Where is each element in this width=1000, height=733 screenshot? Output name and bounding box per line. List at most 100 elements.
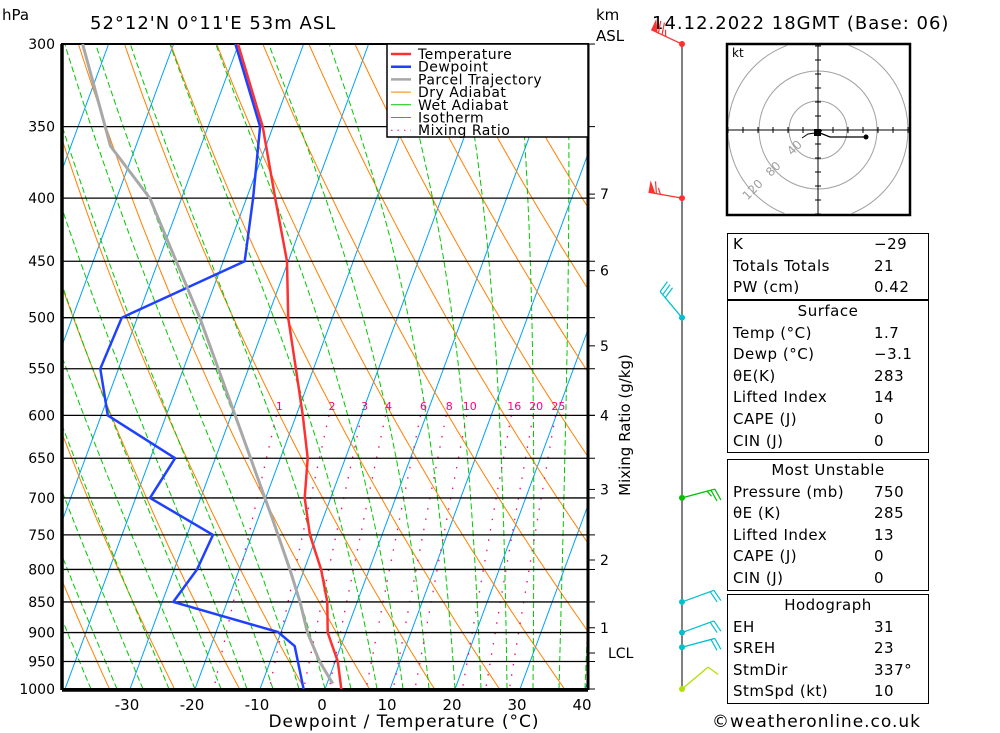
index-value: 1.7 [874,323,900,342]
wind-barb-pennant [651,18,658,33]
indices-box: K −29 Totals Totals 21 PW (cm) 0.42 [727,233,929,300]
surface-title: Surface [797,302,859,320]
dry-adiabat-line [62,579,110,689]
index-label: Lifted Index [733,388,828,407]
temperature-tick-label: 40 [572,696,591,714]
dewpoint-line [99,44,305,689]
wind-barb-staff [681,637,716,648]
legend-label: Temperature [417,47,512,63]
tt-value: 21 [874,256,895,275]
mixing-ratio-label: 20 [529,400,543,413]
temperature-tick-label: -20 [180,696,205,714]
wind-barb-flag [713,589,722,601]
mixing-ratio-label: 1 [276,400,283,413]
temperature-tick-label: 20 [442,696,461,714]
wet-adiabat-line [62,489,144,689]
dry-adiabat-line [124,44,435,689]
wind-barb-flag [659,281,668,292]
hodograph-storm-vector [819,132,866,138]
index-row: CAPE (J) 0 [728,409,928,431]
index-label: Lifted Index [733,525,828,544]
km-tick-label: 3 [600,482,609,498]
pressure-tick-label: 650 [28,451,55,467]
pressure-tick-label: 950 [28,655,55,671]
wind-level-dot [679,494,685,501]
isotherm-line [259,44,500,689]
wind-barb-flag [664,287,674,299]
index-row: Lifted Index 14 [728,387,928,409]
pressure-tick-label: 500 [28,311,55,327]
k-value: −29 [874,235,908,253]
isotherm-line [62,44,175,348]
index-row: Pressure (mb) 750 [728,482,928,504]
pressure-tick-label: 1000 [19,682,55,698]
index-value: 0 [874,568,885,587]
wind-level-dot [679,644,685,651]
wind-barb-flag [710,489,718,502]
wind-barb-flag [714,488,722,501]
wind-barb-flag [654,181,657,194]
index-value: 0 [874,547,885,566]
index-value: 285 [874,504,905,523]
wind-level-dot [679,598,685,605]
temperature-tick-label: -10 [245,696,270,714]
k-label: K [733,235,744,253]
index-row: EH 31 [728,617,928,639]
mixing-ratio-line [268,415,330,689]
index-row: θE(K) 283 [728,366,928,388]
pressure-tick-label: 850 [28,595,55,611]
index-value: 10 [874,682,895,701]
wet-adiabat-line [393,44,482,689]
tt-label: Totals Totals [733,256,830,275]
mixing-ratio-line [485,415,534,689]
pressure-unit-label: hPa [2,6,29,24]
isotherm-line [454,328,588,689]
temperature-tick-label: -30 [115,696,140,714]
wind-barb-staff [681,666,709,690]
credit: ©weatheronline.co.uk [712,712,921,732]
wind-barb-flag [707,666,719,675]
mixing-ratio-line [392,415,447,689]
index-label: Pressure (mb) [733,482,845,501]
index-value: 14 [874,388,895,407]
pressure-tick-label: 800 [28,562,55,578]
dry-adiabat-line [954,44,1000,689]
index-row: Lifted Index 13 [728,525,928,547]
wind-barb-flag [714,638,722,650]
wind-barb-pennant [648,180,656,194]
most-unstable-box: Most Unstable Pressure (mb) 750 θE (K) 285 Li… [727,459,929,591]
km-tick-label: 7 [600,187,609,203]
wind-barb-staff [681,488,716,499]
isotherm-line [129,44,370,689]
datetime-title: 14.12.2022 18GMT (Base: 06) [652,13,949,34]
legend-label: Dewpoint [418,60,489,76]
wind-barbs [648,18,722,692]
legend-label: Mixing Ratio [418,123,510,139]
index-value: 283 [874,366,905,385]
index-row: θE (K) 285 [728,503,928,525]
index-label: StmDir [733,660,788,679]
mixing-ratio-label: 3 [361,400,368,413]
isotherm-line [62,44,110,172]
wind-barb-flag [710,639,718,651]
wet-adiabat-line [328,44,456,689]
index-label: EH [733,617,755,636]
pressure-tick-label: 300 [28,37,55,53]
legend-label: Dry Adiabat [418,85,506,101]
mixing-ratio-label: 8 [446,400,453,413]
dry-adiabat-line [216,44,565,689]
hodograph-indices-box: Hodograph EH 31 SREH 23 StmDir 337° StmSpd (kt)… [727,594,929,704]
km-tick-label: 5 [600,339,609,355]
wet-adiabat-line [129,44,352,689]
index-label: θE (K) [733,504,781,523]
km-unit-label: km [596,6,619,24]
wind-barb-staff [681,589,715,603]
isotherm-line [194,44,435,689]
wind-barb-flag [662,284,671,296]
wet-adiabat-line [62,423,170,689]
pressure-tick-label: 450 [28,254,55,270]
index-label: CIN (J) [733,568,784,587]
km-tick-label: 6 [600,264,609,280]
location-title: 52°12'N 0°11'E 53m ASL [90,13,336,34]
